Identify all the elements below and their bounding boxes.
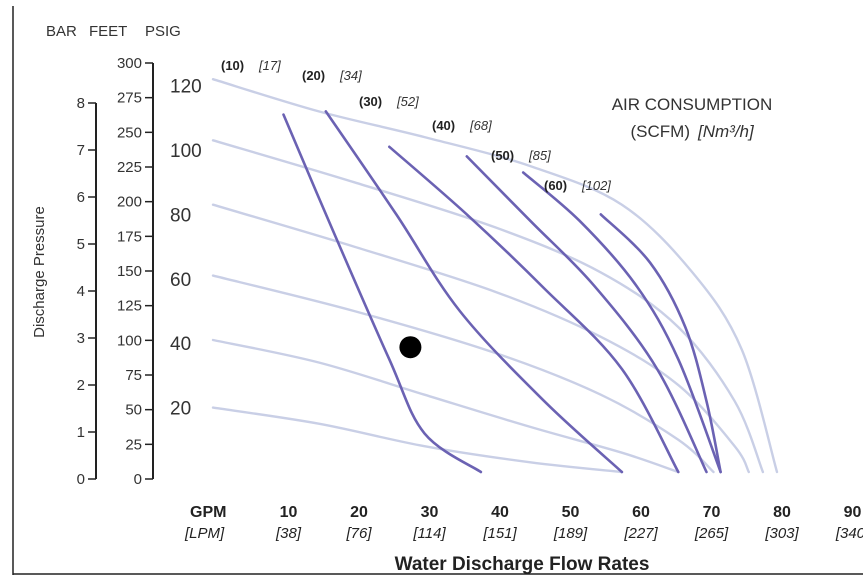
psig-tick-label: 80 xyxy=(170,205,191,226)
psig-tick-label: 100 xyxy=(170,141,202,162)
operating-point-group xyxy=(399,336,422,359)
psig-tick-label: 40 xyxy=(170,334,191,355)
x-tick-gpm-label: 90 xyxy=(844,504,862,521)
y-axes: 0123456780255075100125150175200225250275… xyxy=(77,55,202,488)
feet-tick-label: 75 xyxy=(125,367,142,384)
air-curve xyxy=(388,145,680,474)
air-curve xyxy=(324,110,624,474)
x-tick-lpm-label: [265] xyxy=(694,525,729,542)
x-tick-gpm-label: 40 xyxy=(491,504,509,521)
air-curve-scfm-label: (50) xyxy=(491,148,514,163)
psig-tick-label: 120 xyxy=(170,77,202,98)
x-tick-lpm-label: [303] xyxy=(764,525,799,542)
x-tick-gpm-label: 70 xyxy=(703,504,721,521)
feet-tick-label: 50 xyxy=(125,402,142,419)
air-curve-nm3h-label: [17] xyxy=(258,58,281,73)
feet-tick-label: 150 xyxy=(117,263,142,280)
air-curve-nm3h-label: [68] xyxy=(469,118,492,133)
feet-tick-label: 25 xyxy=(125,436,142,453)
air-curve-scfm-label: (60) xyxy=(544,178,567,193)
x-tick-gpm-label: 60 xyxy=(632,504,650,521)
efficiency-curve xyxy=(211,406,624,474)
x-tick-lpm-label: [114] xyxy=(412,525,446,542)
bar-tick-label: 8 xyxy=(77,95,85,112)
x-axis-ticks: 10 [38] 20 [76] 30 [114] 40 [151] 50 [189] 60 [227]… xyxy=(275,504,863,542)
air-curve-scfm-label: (10) xyxy=(221,58,244,73)
operating-point xyxy=(399,336,422,359)
feet-tick-label: 125 xyxy=(117,298,142,315)
x-tick-gpm-label: 50 xyxy=(562,504,580,521)
feet-tick-label: 175 xyxy=(117,228,142,245)
efficiency-curves xyxy=(211,78,779,474)
x-unit-lpm: [LPM] xyxy=(184,525,225,542)
feet-tick-label: 275 xyxy=(117,90,142,107)
psig-axis-header: PSIG xyxy=(145,23,181,40)
x-tick-gpm-label: 20 xyxy=(350,504,368,521)
efficiency-curve xyxy=(211,338,680,474)
x-tick-lpm-label: [151] xyxy=(482,525,517,542)
x-tick-lpm-label: [38] xyxy=(275,525,302,542)
x-tick-lpm-label: [76] xyxy=(345,525,372,542)
feet-tick-label: 0 xyxy=(134,471,142,488)
psig-tick-label: 60 xyxy=(170,270,191,291)
bar-tick-label: 5 xyxy=(77,236,85,253)
x-unit-gpm: GPM xyxy=(190,504,226,521)
bar-tick-label: 2 xyxy=(77,377,85,394)
efficiency-curve xyxy=(211,203,750,474)
feet-tick-label: 225 xyxy=(117,159,142,176)
feet-tick-label: 300 xyxy=(117,55,142,72)
air-curve-nm3h-label: [102] xyxy=(581,178,611,193)
bar-tick-label: 3 xyxy=(77,330,85,347)
feet-axis-header: FEET xyxy=(89,23,127,40)
air-curve xyxy=(599,213,722,474)
legend-title: AIR CONSUMPTION xyxy=(612,95,773,114)
legend-units: (SCFM) xyxy=(631,122,690,141)
air-consumption-curves xyxy=(282,110,722,474)
air-curve xyxy=(465,155,708,474)
x-axis-label: Water Discharge Flow Rates xyxy=(395,554,650,575)
feet-tick-label: 100 xyxy=(117,332,142,349)
air-consumption-labels: (10) [17] (20) [34] (30) [52] (40) [68] (50) [85]… xyxy=(221,58,611,193)
air-curve-scfm-label: (20) xyxy=(302,68,325,83)
bar-tick-label: 1 xyxy=(77,424,85,441)
efficiency-curve xyxy=(211,274,715,474)
x-tick-lpm-label: [227] xyxy=(623,525,658,542)
air-curve-nm3h-label: [52] xyxy=(396,94,419,109)
air-curve xyxy=(521,171,722,474)
x-tick-gpm-label: 30 xyxy=(421,504,439,521)
air-curve-scfm-label: (40) xyxy=(432,118,455,133)
x-tick-gpm-label: 80 xyxy=(773,504,791,521)
air-curve-nm3h-label: [34] xyxy=(339,68,362,83)
feet-tick-label: 200 xyxy=(117,194,142,211)
air-curve-nm3h-label: [85] xyxy=(528,148,551,163)
psig-tick-label: 20 xyxy=(170,399,191,420)
bar-tick-label: 0 xyxy=(77,471,85,488)
legend-units-metric: [Nm³/h] xyxy=(697,122,755,141)
bar-tick-label: 7 xyxy=(77,142,85,159)
efficiency-curve xyxy=(211,78,779,474)
x-tick-gpm-label: 10 xyxy=(280,504,298,521)
chart-frame xyxy=(12,6,863,575)
bar-tick-label: 6 xyxy=(77,189,85,206)
x-tick-lpm-label: [189] xyxy=(553,525,588,542)
efficiency-curve xyxy=(211,139,765,474)
feet-tick-label: 250 xyxy=(117,124,142,141)
x-tick-lpm-label: [340] xyxy=(835,525,863,542)
bar-axis-header: BAR xyxy=(46,23,77,40)
air-curve-scfm-label: (30) xyxy=(359,94,382,109)
bar-tick-label: 4 xyxy=(77,283,85,300)
y-axis-label: Discharge Pressure xyxy=(31,206,48,338)
air-curve xyxy=(282,113,483,474)
